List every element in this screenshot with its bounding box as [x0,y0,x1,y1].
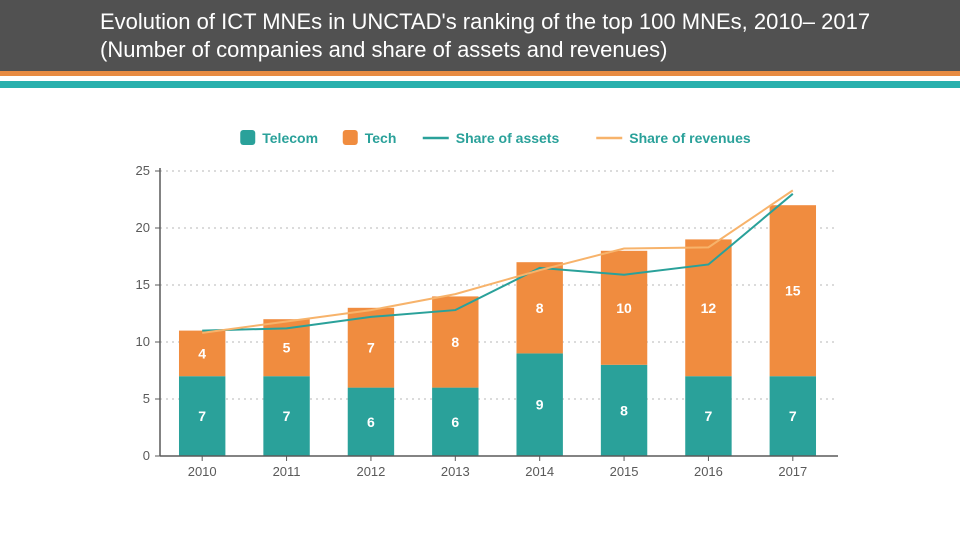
x-tick-label: 2010 [188,464,217,479]
bar-tech-label: 5 [283,340,291,356]
legend-label: Share of assets [456,130,560,146]
bar-tech-label: 15 [785,283,801,299]
y-tick-label: 0 [143,448,150,463]
bar-telecom-label: 7 [789,408,797,424]
y-tick-label: 5 [143,391,150,406]
y-tick-label: 20 [136,220,150,235]
legend-swatch [343,130,358,145]
bar-tech-label: 12 [701,300,717,316]
legend-label: Telecom [262,130,318,146]
x-tick-label: 2013 [441,464,470,479]
x-tick-label: 2016 [694,464,723,479]
y-tick-label: 15 [136,277,150,292]
legend-swatch [240,130,255,145]
bar-telecom-label: 8 [620,402,628,418]
x-tick-label: 2014 [525,464,554,479]
x-tick-label: 2015 [610,464,639,479]
x-tick-label: 2012 [356,464,385,479]
bar-tech-label: 10 [616,300,632,316]
stripe-teal [0,81,960,88]
bar-tech-label: 4 [198,345,206,361]
bar-telecom-label: 7 [198,408,206,424]
slide-title: Evolution of ICT MNEs in UNCTAD's rankin… [100,8,920,63]
x-tick-label: 2011 [273,464,301,479]
slide-header: Evolution of ICT MNEs in UNCTAD's rankin… [0,0,960,71]
bar-telecom-label: 6 [367,414,375,430]
y-tick-label: 25 [136,163,150,178]
bar-telecom-label: 7 [705,408,713,424]
divider-stripes [0,71,960,88]
legend-label: Share of revenues [629,130,751,146]
y-tick-label: 10 [136,334,150,349]
bar-telecom-label: 6 [451,414,459,430]
chart-container: 0 5 10 15 20 25 7 4 2010 7 5 2011 6 7 2012 6 8 2013 9 8 2014… [110,116,850,496]
bar-tech-label: 8 [536,300,544,316]
x-tick-label: 2017 [778,464,807,479]
bar-telecom-label: 7 [283,408,291,424]
bar-tech-label: 8 [451,334,459,350]
legend-label: Tech [365,130,397,146]
chart-svg: 0 5 10 15 20 25 7 4 2010 7 5 2011 6 7 2012 6 8 2013 9 8 2014… [110,116,850,496]
bar-telecom-label: 9 [536,397,544,413]
bar-tech-label: 7 [367,340,375,356]
